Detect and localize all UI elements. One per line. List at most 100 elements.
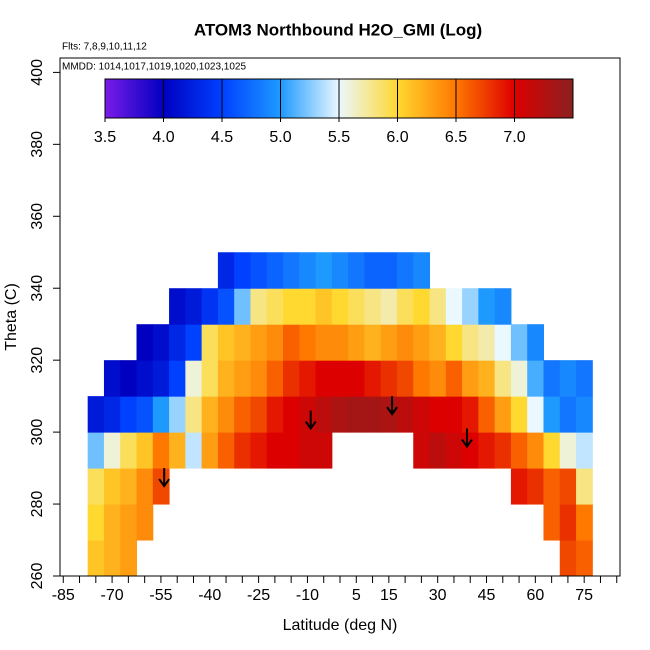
heat-cell [380,396,398,433]
heat-cell [217,252,235,289]
heat-cell [87,504,105,541]
heat-cell [120,396,138,433]
heat-cell [250,396,268,433]
heat-cell [266,432,284,469]
heat-cell [429,324,447,361]
x-tick-label: 30 [429,587,447,604]
y-tick-label: 280 [29,491,46,518]
x-tick-label: 60 [526,587,544,604]
heat-cell [396,360,414,397]
heat-cell [201,288,219,325]
heat-cell [510,360,528,397]
colorbar-tick-label: 3.5 [94,129,116,146]
heat-cell [201,432,219,469]
heat-cell [299,396,317,433]
heat-cell [234,288,251,325]
heat-cell [445,288,463,325]
heat-cell [299,360,317,397]
colorbar-tick-label: 5.5 [328,129,350,146]
heat-cell [120,468,138,505]
heat-cell [543,432,561,469]
heat-cell [445,432,463,469]
arrow-head [158,478,170,488]
heat-cell [543,468,561,505]
heat-cell [510,468,528,505]
heat-cell [429,360,447,397]
heat-cell [217,360,235,397]
heat-cell [169,288,186,325]
heat-cell [331,324,349,361]
heat-cell [380,324,398,361]
heat-cell [283,288,300,325]
heat-cell [559,504,577,541]
heat-cell [87,396,105,433]
heat-cell [315,432,333,469]
heat-cell [103,504,121,541]
heat-cell [266,396,284,433]
heat-cell [217,432,235,469]
heat-cell [250,252,268,289]
heat-cell [185,360,203,397]
heat-cell [478,360,496,397]
heat-cell [283,324,300,361]
heat-cell [510,324,528,361]
heat-cell [152,432,170,469]
heat-cell [462,288,479,325]
heat-cell [429,288,447,325]
heat-cell [413,432,431,469]
heat-cell [559,360,577,397]
heat-cell [315,360,333,397]
heat-cell [429,396,447,433]
y-axis-label: Theta (C) [3,283,20,351]
heat-cell [576,468,593,505]
x-tick-label: -85 [52,587,75,604]
heat-cell [348,252,365,289]
heat-cell [169,396,186,433]
y-tick-label: 320 [29,347,46,374]
heat-cell [136,360,154,397]
heat-cell [283,360,300,397]
x-tick-label: 15 [380,587,398,604]
heat-cell [527,432,544,469]
heat-cell [527,468,544,505]
heat-cell [576,360,593,397]
heat-cell [217,396,235,433]
colorbar-tick-label: 6.0 [386,129,408,146]
heat-cell [315,288,333,325]
heat-cell [87,432,105,469]
x-tick-label: -70 [101,587,124,604]
heat-cell [462,324,479,361]
colorbar-tick-label: 6.5 [445,129,467,146]
heat-cell [152,324,170,361]
x-tick-label: 5 [352,587,361,604]
heat-cell [234,360,251,397]
heat-cell [396,252,414,289]
heat-cell [331,288,349,325]
heat-cell [478,288,496,325]
arrow [304,410,317,431]
heat-cell [120,432,138,469]
colorbar-tick-label: 5.0 [269,129,291,146]
heat-cell [413,360,431,397]
heat-cell [250,288,268,325]
heat-cell [103,540,121,577]
heat-cell [136,396,154,433]
heat-cell [413,288,431,325]
heat-cell [136,432,154,469]
heat-cell [494,288,512,325]
heat-cell [103,360,121,397]
heat-cell [445,360,463,397]
heat-cell [120,504,138,541]
heat-cell [380,288,398,325]
heat-cell [103,432,121,469]
heat-cell [103,396,121,433]
heat-cell [185,324,203,361]
arrow-head [304,420,317,431]
heat-cell [478,324,496,361]
heat-cell [380,252,398,289]
heat-cell [527,396,544,433]
heat-cell [152,360,170,397]
heat-cell [87,468,105,505]
heat-cell [152,396,170,433]
